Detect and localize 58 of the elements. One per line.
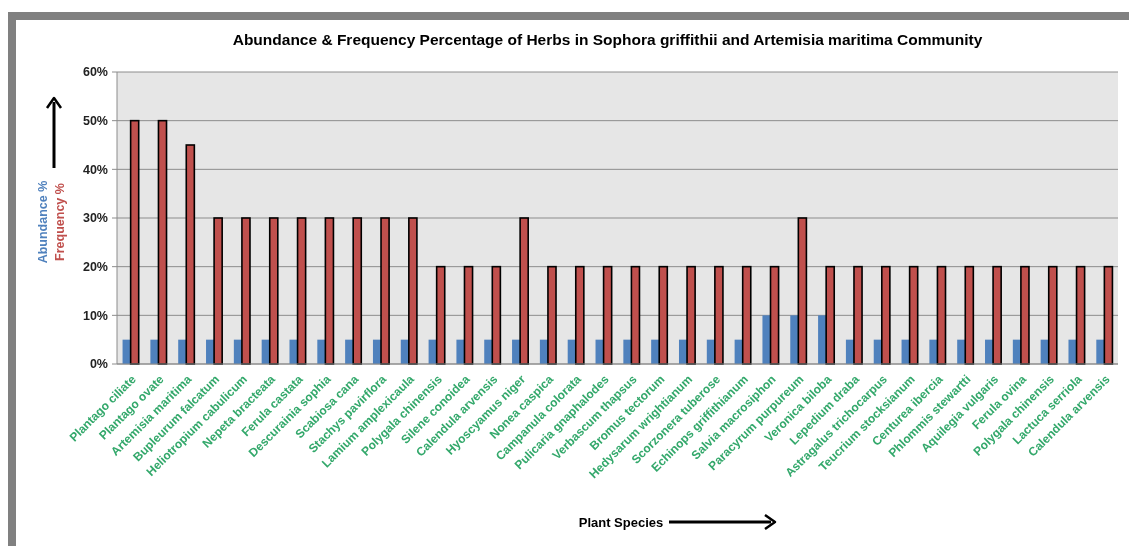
bar bbox=[881, 265, 891, 365]
bar bbox=[129, 119, 140, 365]
bar bbox=[547, 265, 557, 365]
bar bbox=[519, 217, 529, 365]
bar bbox=[797, 217, 808, 365]
bar bbox=[936, 265, 947, 365]
y-tick-label: 20% bbox=[82, 260, 108, 275]
bar bbox=[268, 217, 279, 365]
y-tick-label: 0% bbox=[89, 357, 108, 372]
bar bbox=[602, 265, 613, 365]
bar bbox=[317, 339, 326, 364]
bar bbox=[992, 265, 1002, 365]
x-axis-title: Plant Species bbox=[578, 514, 664, 530]
bar bbox=[741, 265, 752, 365]
bar bbox=[853, 265, 863, 365]
bar bbox=[380, 217, 390, 365]
y-tick-label: 60% bbox=[82, 65, 108, 80]
bar bbox=[762, 315, 771, 364]
chart-title: Abundance & Frequency Percentage of Herbs in Sophora griffithii and Artemisia maritima Community bbox=[232, 31, 983, 48]
bar bbox=[964, 265, 975, 365]
bar bbox=[157, 119, 168, 365]
bar bbox=[1075, 265, 1086, 365]
bar bbox=[1020, 265, 1030, 365]
bar bbox=[408, 217, 418, 365]
text: Abundance % bbox=[36, 180, 50, 264]
bar bbox=[686, 265, 696, 365]
y-tick-label: 10% bbox=[82, 308, 108, 323]
bar bbox=[1103, 265, 1114, 365]
bar bbox=[435, 265, 446, 365]
bar bbox=[1096, 339, 1105, 364]
bar bbox=[574, 265, 585, 365]
bar bbox=[352, 217, 363, 365]
y-tick-label: 50% bbox=[82, 114, 108, 129]
bar bbox=[491, 265, 502, 365]
bar bbox=[241, 217, 251, 365]
bar bbox=[185, 144, 196, 365]
bar bbox=[630, 265, 641, 365]
bar bbox=[150, 339, 159, 364]
bar bbox=[213, 217, 223, 365]
bar bbox=[658, 265, 669, 365]
bar bbox=[456, 339, 465, 364]
text: Frequency % bbox=[53, 183, 67, 261]
bar bbox=[929, 339, 938, 364]
bar bbox=[289, 339, 298, 364]
y-tick-label: 40% bbox=[82, 162, 108, 177]
bar bbox=[623, 339, 632, 364]
bar bbox=[484, 339, 493, 364]
bar bbox=[825, 265, 836, 365]
bar bbox=[324, 217, 335, 365]
bar bbox=[1068, 339, 1077, 364]
y-tick-label: 30% bbox=[82, 211, 108, 226]
bar bbox=[769, 265, 780, 365]
bar bbox=[790, 315, 799, 364]
bar bbox=[463, 265, 474, 365]
bar bbox=[1047, 265, 1058, 365]
bar bbox=[714, 265, 724, 365]
bar bbox=[296, 217, 307, 365]
bar bbox=[908, 265, 919, 365]
